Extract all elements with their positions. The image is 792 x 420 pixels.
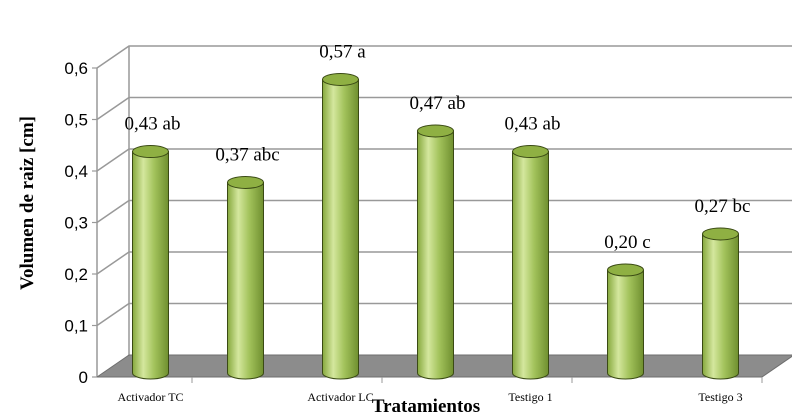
bar-top [417,124,454,138]
data-label: 0,27 bc [695,196,751,217]
bar [322,72,359,380]
x-tick-label: Testigo 1 [508,390,552,404]
bar-top [512,145,549,159]
gridlines [96,45,792,327]
x-tick-label: Activador LC [307,390,373,404]
x-axis-ticks: Activador TC Activador LC Testigo 1 Testigo… [117,377,763,404]
y-tick-label: 0,6 [64,59,88,78]
y-tick-label: 0 [79,368,88,387]
gridline [96,45,792,69]
bars [132,72,739,380]
data-labels: 0,43 ab 0,37 abc 0,57 a 0,47 ab 0,43 ab 0,20 … [125,41,751,253]
bar-top [227,175,264,189]
data-label: 0,43 ab [505,114,561,135]
bar-top [607,263,644,277]
y-tick-label: 0,5 [64,111,88,130]
x-tick-label: Activador TC [117,390,183,404]
y-tick-label: 0,1 [64,317,88,336]
data-label: 0,20 c [604,232,650,253]
bar-body [417,130,454,380]
bar [132,145,169,380]
data-label: 0,57 a [319,41,366,62]
x-tick-label: Testigo 3 [698,390,742,404]
data-label: 0,37 abc [215,144,279,165]
x-axis-title: Tratamientos [372,396,480,417]
bar-top [132,145,169,159]
bar [702,227,739,380]
y-axis-title: Volumen de raiz [cm] [17,116,38,290]
bar-body [702,233,739,380]
bar [417,124,454,380]
gridline [96,302,792,327]
y-tick-label: 0,2 [64,265,88,284]
y-axis-ticks: 0 0,1 0,2 0,3 0,4 0,5 0,6 [64,59,97,387]
bar [512,145,549,380]
y-tick-label: 0,4 [64,162,88,181]
bar-top [702,227,739,241]
data-label: 0,43 ab [125,114,181,135]
bar-body [322,78,359,380]
bar-body [512,151,549,380]
data-label: 0,47 ab [410,93,466,114]
bar [227,175,264,380]
bar-body [132,151,169,380]
y-tick-label: 0,3 [64,214,88,233]
gridline [96,148,792,172]
bar-body [227,181,264,380]
gridline [96,199,792,224]
bar [607,263,644,380]
gridline [96,96,792,121]
gridline [96,251,792,275]
bar-body [607,269,644,380]
bar-top [322,72,359,86]
